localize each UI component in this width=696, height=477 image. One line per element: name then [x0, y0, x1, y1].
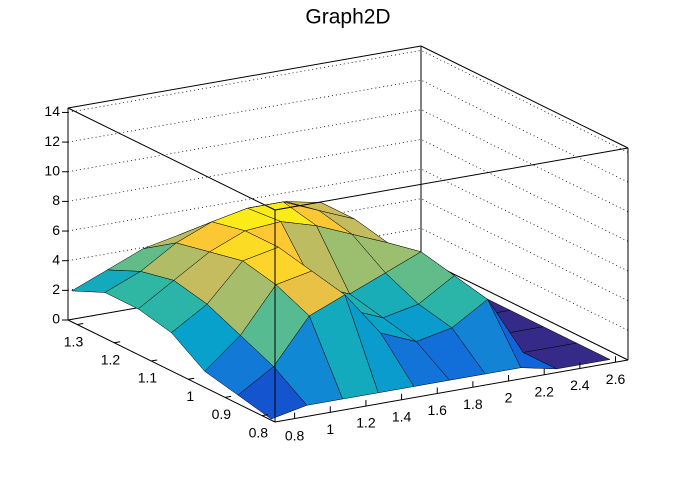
x-tick-label: 1.8 [463, 396, 483, 412]
z-tick-label: 12 [44, 133, 60, 149]
chart-title: Graph2D [305, 6, 390, 29]
y-tick [77, 323, 84, 326]
surface-cell [237, 366, 308, 420]
axes: 0 2 4 6 8 10 12 14 0.8 1 1.2 1.4 1.6 1.8 2 2.2 2.4 2.6 0.8… [44, 103, 629, 443]
y-tick-label: 1 [186, 388, 194, 404]
y-tick [114, 341, 121, 344]
z-tick-label: 0 [52, 311, 60, 327]
x-tick-label: 0.8 [285, 427, 305, 443]
grid-line [67, 49, 629, 153]
grid-line [67, 227, 629, 331]
x-tick-label: 2.4 [570, 377, 590, 393]
grid-line [67, 168, 629, 272]
z-tick-label: 14 [44, 103, 60, 119]
z-tick-label: 8 [52, 192, 60, 208]
grid-line [67, 109, 629, 213]
box-edge [274, 359, 629, 423]
z-tick-label: 10 [44, 162, 60, 178]
y-tick-label: 0.8 [249, 424, 269, 440]
box-edge [420, 45, 629, 149]
grid-line [67, 79, 629, 183]
x-tick-label: 2.6 [606, 371, 626, 387]
x-tick-label: 1.6 [428, 402, 448, 418]
box-edge [67, 107, 276, 211]
box-edge [274, 147, 629, 211]
z-tick-label: 6 [52, 222, 60, 238]
grid-line [67, 198, 629, 302]
y-tick-label: 1.2 [101, 351, 121, 367]
x-tick-label: 1 [326, 421, 334, 437]
box-edge [67, 45, 422, 109]
y-tick [225, 395, 232, 398]
y-tick-label: 1.3 [64, 333, 84, 349]
y-tick-label: 0.9 [212, 406, 232, 422]
x-tick-label: 1.2 [356, 415, 376, 431]
box-edge [67, 319, 276, 423]
grid-line [67, 138, 629, 242]
z-tick-label: 4 [52, 251, 60, 267]
surface [70, 201, 611, 420]
y-tick [151, 359, 158, 362]
y-tick-label: 1.1 [138, 370, 158, 386]
x-tick-label: 1.4 [392, 408, 412, 424]
y-tick [261, 414, 269, 417]
grid-line [67, 257, 629, 361]
x-tick-label: 2.2 [534, 383, 554, 399]
y-tick [188, 377, 195, 380]
x-tick-label: 2 [505, 390, 513, 406]
z-tick-label: 2 [52, 281, 60, 297]
